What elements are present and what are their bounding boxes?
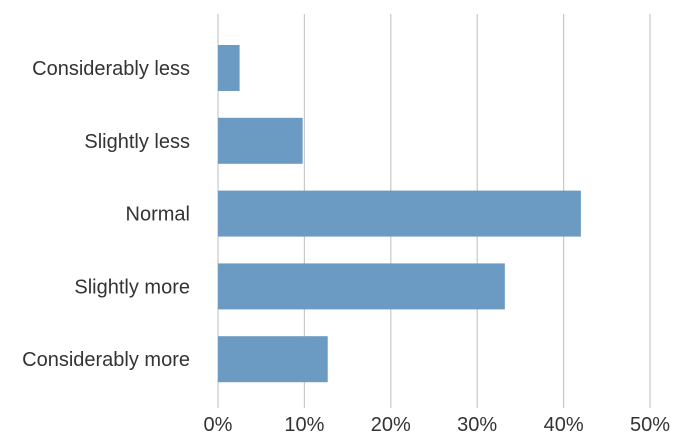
x-tick-label: 30%: [457, 414, 497, 436]
bar: [218, 263, 505, 310]
category-label: Normal: [126, 204, 190, 226]
x-tick-label: 0%: [204, 414, 233, 436]
x-tick-label: 20%: [371, 414, 411, 436]
bar: [218, 45, 240, 91]
bar: [218, 190, 581, 237]
category-labels: Considerably less Slightly less Normal Slig…: [22, 58, 190, 371]
x-axis-tick-labels: 0% 10% 20% 30% 40% 50%: [204, 414, 671, 436]
category-label: Slightly less: [84, 131, 190, 153]
category-label: Considerably less: [32, 58, 190, 80]
x-tick-label: 10%: [284, 414, 324, 436]
bar: [218, 336, 328, 383]
category-label: Slightly more: [74, 276, 190, 298]
x-tick-label: 40%: [544, 414, 584, 436]
category-label: Considerably more: [22, 349, 190, 371]
bar-layer: [218, 45, 581, 383]
x-tick-label: 50%: [630, 414, 670, 436]
bar: [218, 117, 303, 164]
